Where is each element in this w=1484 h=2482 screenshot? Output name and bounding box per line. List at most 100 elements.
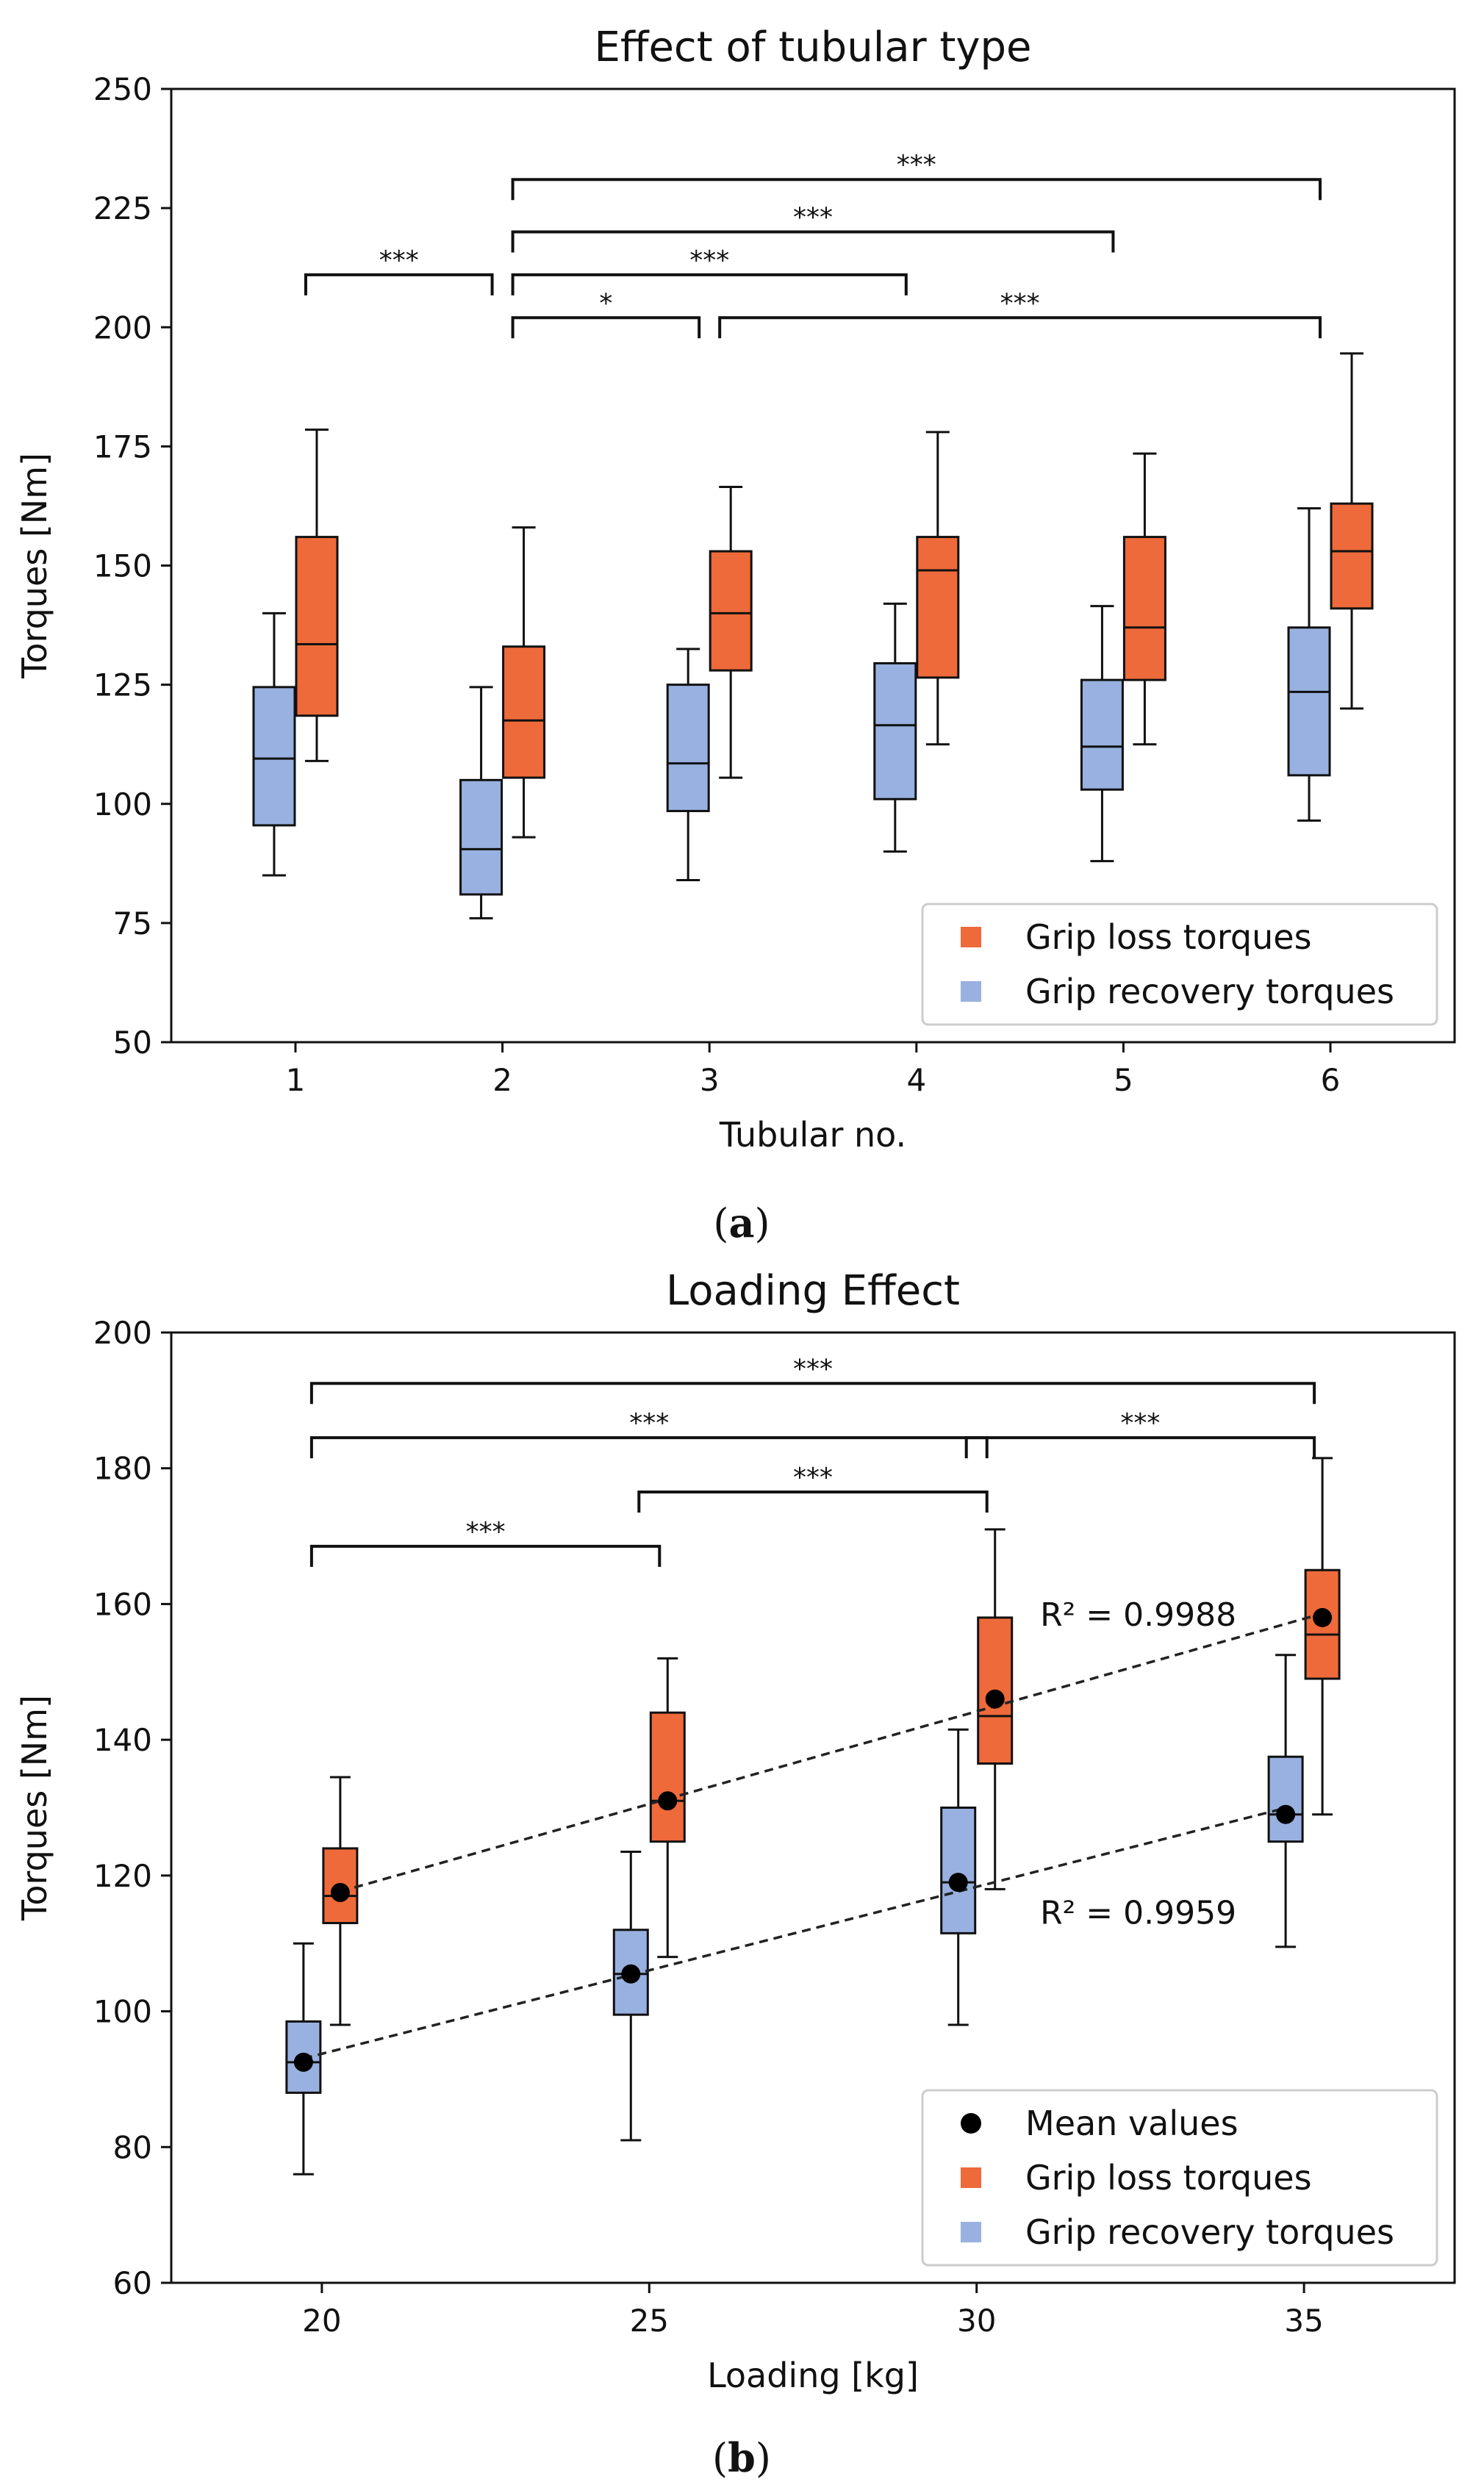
mean-point xyxy=(330,1882,350,1902)
caption-b: (b) xyxy=(712,2434,771,2481)
significance-label: *** xyxy=(466,1517,506,1547)
x-tick-label: 6 xyxy=(1321,1062,1341,1098)
legend-marker-mean xyxy=(961,2113,981,2134)
x-tick-label: 20 xyxy=(302,2303,341,2339)
box-recovery xyxy=(1267,1755,1304,1843)
y-tick-label: 60 xyxy=(113,2265,152,2301)
mean-point xyxy=(985,1689,1005,1709)
y-tick-label: 180 xyxy=(93,1451,152,1487)
significance-bracket xyxy=(511,316,701,339)
significance-label: * xyxy=(599,288,612,318)
y-tick-label: 125 xyxy=(93,667,152,703)
significance-label: *** xyxy=(379,245,419,276)
significance-bracket xyxy=(637,1491,989,1513)
significance-bracket xyxy=(309,1544,662,1567)
y-tick-label: 200 xyxy=(93,1315,152,1351)
box-loss xyxy=(977,1616,1014,1765)
y-tick-label: 75 xyxy=(113,905,152,941)
x-tick-label: 35 xyxy=(1284,2303,1323,2339)
legend-label: Grip recovery torques xyxy=(1025,972,1394,1011)
legend: Mean values Grip loss torques Grip recover… xyxy=(921,2089,1438,2267)
legend-box xyxy=(921,903,1438,1026)
box-loss xyxy=(295,536,339,717)
y-tick-label: 120 xyxy=(93,1858,152,1894)
y-tick-label: 100 xyxy=(93,1994,152,2030)
mean-point xyxy=(293,2052,313,2072)
chart-title: Effect of tubular type xyxy=(594,24,1031,71)
r2-label-loss: R² = 0.9988 xyxy=(1040,1596,1236,1634)
y-tick-label: 100 xyxy=(93,786,152,822)
mean-point xyxy=(658,1791,678,1811)
box-loss xyxy=(1122,536,1166,681)
box-loss xyxy=(502,645,546,779)
x-tick-label: 2 xyxy=(492,1062,512,1098)
x-axis-label: Loading [kg] xyxy=(707,2356,919,2395)
box-recovery xyxy=(666,684,710,812)
box-loss xyxy=(1330,502,1374,610)
significance-label: *** xyxy=(1000,288,1040,318)
y-tick-label: 50 xyxy=(113,1025,152,1061)
x-tick-label: 25 xyxy=(630,2303,669,2339)
legend-label: Mean values xyxy=(1025,2103,1239,2143)
y-tick-label: 175 xyxy=(93,428,152,465)
x-tick-label: 3 xyxy=(700,1062,720,1098)
significance-bracket xyxy=(511,230,1115,253)
y-tick-label: 140 xyxy=(93,1722,152,1758)
y-tick-label: 200 xyxy=(93,309,152,345)
box-recovery xyxy=(252,686,296,827)
significance-bracket xyxy=(309,1436,989,1459)
box-recovery xyxy=(940,1807,977,1934)
box-recovery xyxy=(459,778,503,896)
chart-b-loading-effect: Loading Effect Loading [kg] Torques [Nm] 60… xyxy=(15,1267,1456,2395)
legend: Grip loss torques Grip recovery torques xyxy=(921,903,1438,1026)
significance-bracket xyxy=(511,178,1322,201)
box-recovery xyxy=(873,661,917,800)
legend-marker-recovery xyxy=(961,981,981,1002)
trend-line xyxy=(303,1807,1286,2060)
chart-a-tubular-type: Effect of tubular type Tubular no. Torques… xyxy=(15,24,1456,1155)
y-tick-label: 160 xyxy=(93,1586,152,1622)
legend-label: Grip recovery torques xyxy=(1025,2212,1394,2252)
y-axis-label: Torques [Nm] xyxy=(15,1695,54,1921)
significance-bracket xyxy=(309,1382,1316,1405)
legend-box xyxy=(921,2089,1438,2267)
x-axis-label: Tubular no. xyxy=(719,1115,906,1155)
significance-bracket xyxy=(718,316,1322,339)
mean-point xyxy=(948,1873,968,1893)
legend-marker-loss xyxy=(961,927,981,947)
significance-bracket xyxy=(511,273,908,295)
significance-label: *** xyxy=(689,245,729,276)
y-axis-label: Torques [Nm] xyxy=(15,453,54,679)
x-tick-label: 4 xyxy=(906,1062,926,1098)
box-loss xyxy=(916,536,960,679)
box-recovery xyxy=(1287,626,1331,777)
trend-line xyxy=(340,1612,1323,1893)
x-tick-label: 5 xyxy=(1114,1062,1133,1098)
significance-label: *** xyxy=(1120,1408,1160,1438)
significance-label: *** xyxy=(629,1408,669,1438)
y-tick-label: 225 xyxy=(93,190,152,226)
significance-label: *** xyxy=(793,203,833,233)
mean-point xyxy=(1276,1804,1296,1824)
caption-a: (a) xyxy=(713,1199,770,1247)
chart-title: Loading Effect xyxy=(666,1267,960,1315)
x-tick-label: 1 xyxy=(286,1062,306,1098)
plot-frame xyxy=(170,87,1456,1044)
significance-bracket xyxy=(304,273,494,295)
legend-marker-loss xyxy=(961,2167,981,2188)
mean-point xyxy=(621,1964,641,1984)
mean-point xyxy=(1313,1607,1333,1627)
box-loss xyxy=(709,550,753,672)
significance-label: *** xyxy=(793,1354,833,1384)
r2-label-recovery: R² = 0.9959 xyxy=(1040,1894,1236,1932)
legend-label: Grip loss torques xyxy=(1025,917,1312,957)
plot-frame xyxy=(170,1331,1456,2284)
legend-marker-recovery xyxy=(961,2222,981,2242)
box-loss xyxy=(649,1711,686,1843)
significance-bracket xyxy=(964,1436,1316,1459)
box-recovery xyxy=(1080,678,1124,791)
significance-label: *** xyxy=(793,1463,833,1493)
x-tick-label: 30 xyxy=(957,2303,996,2339)
y-tick-label: 150 xyxy=(93,548,152,584)
